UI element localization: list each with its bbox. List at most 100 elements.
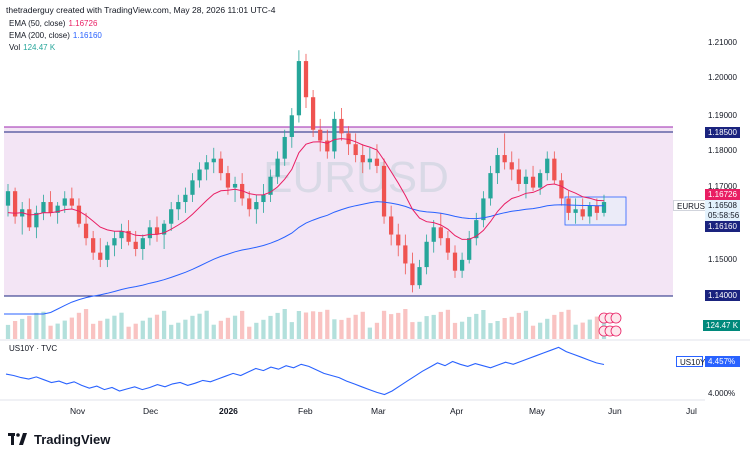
legend-ema200[interactable]: EMA (200, close) 1.16160: [9, 31, 102, 40]
candle-body: [133, 241, 138, 250]
price-tick: 1.17000: [708, 182, 737, 191]
legend-ema50-value: 1.16726: [68, 19, 98, 28]
candle-body: [211, 158, 216, 163]
volume-bar: [474, 313, 479, 339]
symbol-tag: EURUSD: [673, 200, 711, 211]
volume-bar: [41, 311, 46, 339]
volume-bar: [76, 312, 82, 339]
candle-body: [594, 205, 600, 213]
sub-pane-title[interactable]: US10Y · TVC: [9, 344, 58, 353]
volume-bar: [211, 324, 216, 339]
candle-body: [154, 227, 160, 235]
volume-bar: [261, 319, 266, 339]
candle-body: [303, 61, 309, 98]
volume-bar: [254, 322, 259, 339]
volume-bar: [445, 309, 451, 339]
volume-bar: [381, 310, 387, 339]
volume-bar: [594, 316, 600, 339]
candle-body: [12, 191, 18, 217]
candle-body: [545, 158, 550, 174]
us10y-value-tag: 4.457%: [705, 356, 740, 367]
volume-bar: [452, 322, 458, 339]
candle-body: [76, 205, 82, 224]
economic-events-icon[interactable]: [598, 312, 622, 337]
legend-ema200-value: 1.16160: [72, 31, 102, 40]
volume-bar: [538, 322, 543, 339]
legend-volume[interactable]: Vol 124.47 K: [9, 43, 55, 52]
volume-bar: [296, 311, 302, 339]
candle-body: [410, 263, 415, 286]
candle-body: [190, 180, 195, 195]
ema200-line: [4, 201, 605, 315]
volume-bar: [481, 310, 486, 339]
candle-body: [296, 61, 302, 116]
legend-volume-value: 124.47 K: [23, 43, 56, 52]
volume-bar: [161, 310, 167, 339]
volume-bar: [509, 316, 514, 339]
volume-bar: [69, 317, 74, 339]
candle-body: [367, 158, 372, 163]
legend-ema200-label: EMA (200, close): [9, 31, 70, 40]
volume-bar: [169, 324, 174, 339]
volume-bar: [303, 312, 309, 339]
volume-bar: [20, 318, 25, 339]
volume-bar: [552, 314, 557, 339]
candle-body: [176, 202, 181, 210]
volume-bar: [197, 313, 202, 339]
footer-brand: TradingView: [34, 431, 111, 447]
candle-body: [587, 205, 592, 217]
candle-body: [481, 198, 486, 221]
last-price-tag: 1.16508: [705, 200, 740, 211]
volume-bar: [218, 320, 223, 339]
volume-bar: [119, 312, 124, 339]
candle-body: [161, 223, 167, 235]
volume-bar: [268, 315, 273, 339]
volume-bar: [587, 319, 592, 339]
candle-body: [254, 202, 259, 210]
volume-bar: [353, 314, 358, 339]
volume-bar: [48, 325, 53, 339]
candle-body: [502, 155, 507, 163]
candle-body: [353, 144, 358, 156]
candle-body: [105, 245, 110, 260]
candle-body: [261, 194, 266, 203]
candle-body: [538, 173, 543, 188]
time-axis-label: Nov: [70, 406, 86, 416]
candle-body: [218, 158, 223, 174]
time-axis-label: Apr: [450, 406, 464, 416]
candle-body: [197, 169, 202, 181]
ema200-tag: 1.16160: [705, 221, 740, 232]
volume-bar: [431, 314, 436, 339]
legend-ema50[interactable]: EMA (50, close) 1.16726: [9, 19, 97, 28]
candle-body: [268, 176, 273, 195]
candle-body: [225, 173, 231, 188]
candle-body: [140, 238, 145, 250]
volume-bar: [91, 323, 96, 339]
volume-bar: [225, 317, 231, 339]
volume-bar: [325, 309, 330, 339]
candle-body: [27, 209, 32, 228]
volume-bar: [190, 315, 195, 339]
volume-bar: [545, 318, 550, 339]
volume-bar: [530, 325, 536, 339]
volume-bar: [417, 321, 422, 339]
candle-body: [232, 183, 238, 188]
volume-bar: [559, 311, 564, 339]
volume-bar: [176, 322, 181, 339]
range-zone: [4, 127, 673, 296]
candle-body: [62, 198, 67, 206]
volume-bar: [318, 311, 323, 339]
volume-bar: [374, 322, 380, 339]
volume-bar: [140, 320, 145, 339]
volume-bar: [502, 318, 507, 339]
volume-bar: [83, 309, 89, 339]
tradingview-logo-icon: [8, 433, 27, 445]
candle-body: [459, 259, 465, 271]
tradingview-branding[interactable]: TradingView: [8, 430, 110, 448]
candle-body: [318, 129, 323, 141]
volume-bar: [424, 316, 429, 339]
sub-pane-tick: 4.000%: [708, 389, 736, 398]
candle-body: [147, 227, 153, 239]
volume-bar: [240, 310, 245, 339]
